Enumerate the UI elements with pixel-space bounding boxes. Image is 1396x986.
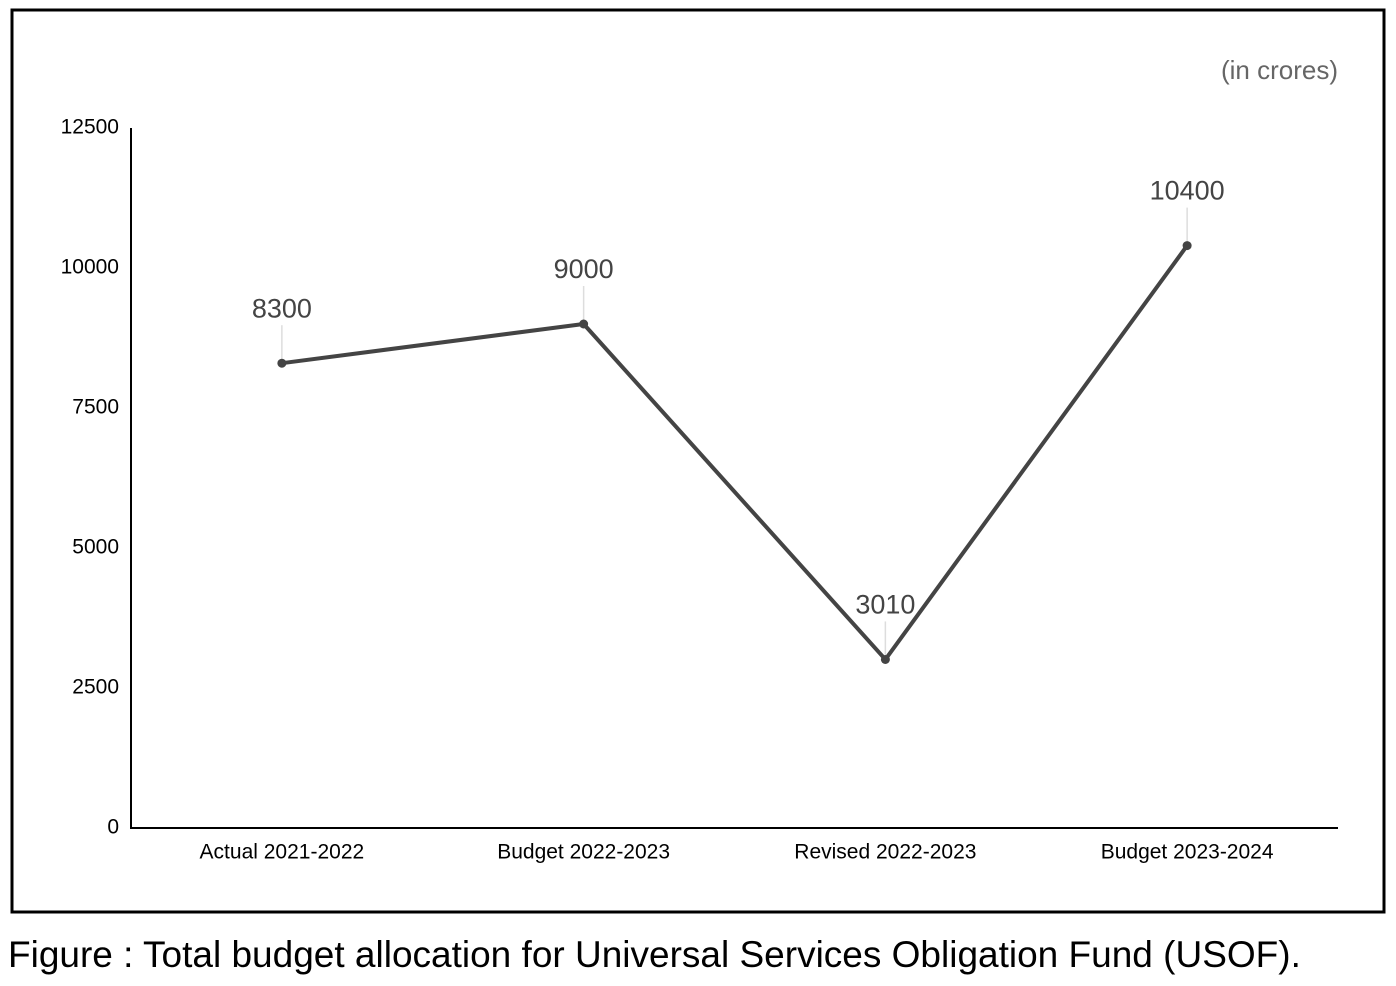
y-tick-label: 2500 <box>72 676 119 699</box>
data-point <box>277 358 287 368</box>
chart-frame <box>10 8 1386 914</box>
x-tick-label: Revised 2022-2023 <box>794 841 976 864</box>
figure-caption: Figure : Total budget allocation for Uni… <box>8 934 1301 975</box>
data-label: 9000 <box>554 254 614 284</box>
data-label: 3010 <box>855 590 915 620</box>
data-point <box>1182 241 1192 251</box>
y-tick-label: 7500 <box>72 396 119 419</box>
x-tick-label: Actual 2021-2022 <box>200 841 365 864</box>
y-tick-label: 10000 <box>61 256 119 279</box>
data-point <box>579 319 589 329</box>
y-tick-label: 0 <box>107 816 119 839</box>
data-label: 10400 <box>1150 176 1225 206</box>
x-tick-label: Budget 2023-2024 <box>1101 841 1274 864</box>
data-label: 8300 <box>252 293 312 323</box>
y-tick-label: 5000 <box>72 536 119 559</box>
data-line <box>281 244 1189 662</box>
x-tick-label: Budget 2022-2023 <box>497 841 670 864</box>
y-tick-label: 12500 <box>61 116 119 139</box>
data-point <box>880 654 890 664</box>
unit-note: (in crores) <box>1221 55 1338 85</box>
